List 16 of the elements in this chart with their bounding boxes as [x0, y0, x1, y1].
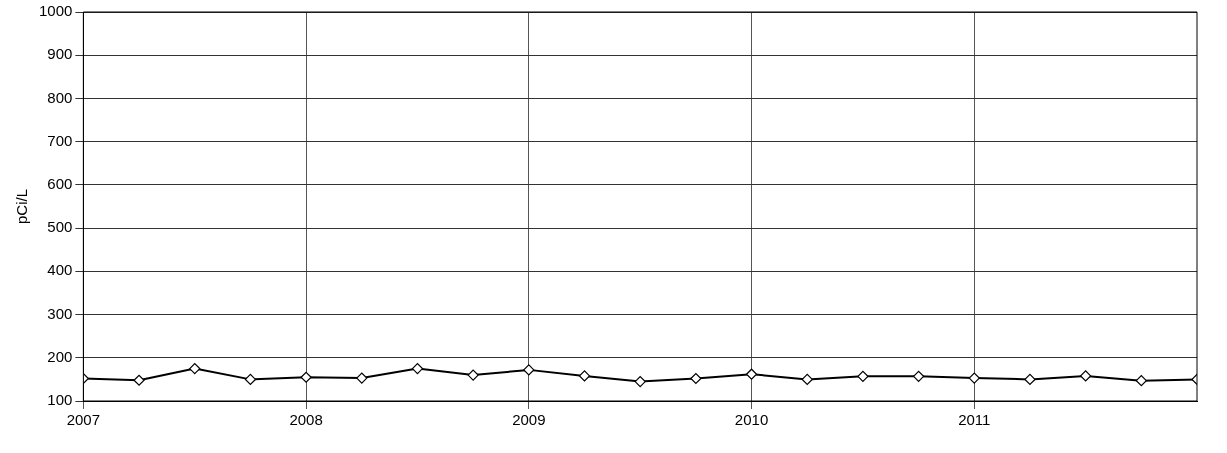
x-tick-label: 2011: [958, 411, 991, 429]
y-tick-label: 200: [47, 347, 73, 365]
y-tick-label: 1000: [38, 2, 73, 20]
y-tick-label: 700: [47, 131, 73, 149]
x-tick-label: 2009: [512, 411, 546, 429]
y-tick-label: 100: [47, 391, 73, 409]
y-tick-label: 500: [47, 218, 73, 236]
y-tick-label: 900: [47, 45, 73, 63]
y-axis-title: pCi/L: [13, 188, 31, 225]
x-tick-label: 2010: [734, 411, 769, 429]
y-tick-label: 300: [47, 304, 73, 322]
x-tick-label: 2007: [66, 411, 101, 429]
y-tick-label: 600: [47, 175, 73, 193]
x-tick-label: 2008: [289, 411, 323, 429]
y-tick-label: 800: [47, 88, 73, 106]
y-tick-label: 400: [47, 261, 73, 279]
